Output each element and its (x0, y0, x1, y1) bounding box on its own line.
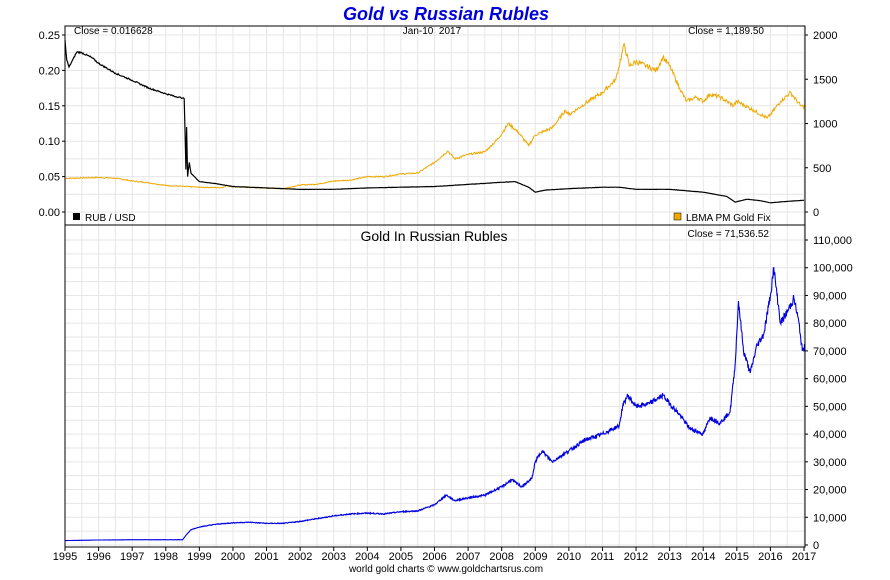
rub-close-label: Close = 0.016628 (74, 26, 153, 37)
grid-layer (64, 26, 805, 547)
lower-axis-tick-label: 100,000 (813, 263, 853, 275)
frame-layer (64, 25, 806, 548)
x-axis-tick-label: 2014 (691, 551, 715, 563)
lower-chart-title: Gold In Russian Rubles (360, 228, 507, 244)
x-axis-tick-label: 1997 (120, 551, 144, 563)
axis-layer: 0.25 0.20 0.15 0.10 0.05 0.00 2000 1500 1000 500 0… (39, 30, 853, 563)
lower-axis-tick-label: 40,000 (813, 429, 847, 441)
lines-layer (64, 39, 806, 542)
right-axis-tick-label: 1500 (813, 74, 837, 86)
left-axis-tick-label: 0.10 (39, 136, 60, 148)
gold-in-rubles-line (65, 266, 806, 542)
chart-title: Gold vs Russian Rubles (343, 4, 549, 24)
rub-legend-label: RUB / USD (85, 213, 136, 224)
x-axis-tick-label: 2010 (557, 551, 581, 563)
lower-panel-frame (64, 224, 806, 548)
right-axis-tick-label: 2000 (813, 30, 837, 42)
rub-usd-line (64, 39, 805, 204)
lower-axis-tick-label: 60,000 (813, 374, 847, 386)
right-axis-tick-label: 0 (813, 207, 819, 219)
right-axis-tick-label: 500 (813, 163, 831, 175)
left-axis-tick-label: 0.00 (39, 207, 60, 219)
x-axis-tick-label: 2017 (792, 551, 816, 563)
left-axis-tick-label: 0.05 (39, 172, 60, 184)
x-axis-tick-label: 1999 (187, 551, 211, 563)
x-axis-tick-label: 2003 (321, 551, 345, 563)
footer-credit: world gold charts © www.goldchartsrus.co… (348, 564, 543, 575)
gold-legend-swatch (673, 212, 682, 221)
x-axis-tick-label: 2000 (221, 551, 245, 563)
left-axis-tick-label: 0.15 (39, 101, 60, 113)
x-axis-tick-label: 2002 (288, 551, 312, 563)
lower-axis-tick-label: 20,000 (813, 485, 847, 497)
upper-panel-bg (65, 26, 805, 225)
gold-close-label: Close = 1,189.50 (688, 26, 764, 37)
x-axis-tick-label: 2016 (758, 551, 782, 563)
lower-axis-tick-label: 80,000 (813, 318, 847, 330)
date-label: Jan-10 2017 (403, 26, 462, 37)
x-axis-tick-label: 1996 (86, 551, 110, 563)
lower-axis-tick-label: 70,000 (813, 346, 847, 358)
gold-legend-label: LBMA PM Gold Fix (686, 213, 770, 224)
gold-price-line (65, 42, 806, 190)
lower-axis-tick-label: 30,000 (813, 457, 847, 469)
lower-axis-tick-label: 50,000 (813, 401, 847, 413)
x-axis-tick-label: 2009 (523, 551, 547, 563)
x-axis-tick-label: 2013 (657, 551, 681, 563)
x-axis-tick-label: 2007 (456, 551, 480, 563)
gold-rub-close-label: Close = 71,536.52 (688, 229, 770, 240)
rub-legend-swatch (73, 213, 80, 220)
right-axis-tick-label: 1000 (813, 119, 837, 131)
left-axis-tick-label: 0.25 (39, 30, 60, 42)
x-axis-tick-label: 2005 (389, 551, 413, 563)
x-axis-tick-label: 2008 (489, 551, 513, 563)
x-axis-tick-label: 2004 (355, 551, 379, 563)
x-axis-tick-label: 2001 (254, 551, 278, 563)
text-layer: Gold vs Russian Rubles Close = 0.016628 … (73, 4, 770, 575)
x-axis-tick-label: 2011 (591, 551, 615, 563)
x-axis-tick-label: 2012 (624, 551, 648, 563)
lower-panel-bg (65, 225, 805, 547)
x-axis-tick-label: 2015 (725, 551, 749, 563)
lower-axis-tick-label: 90,000 (813, 290, 847, 302)
left-axis-tick-label: 0.20 (39, 65, 60, 77)
x-axis-tick-label: 1998 (154, 551, 178, 563)
lower-axis-tick-label: 110,000 (813, 235, 852, 247)
lower-axis-tick-label: 0 (813, 540, 819, 552)
lower-axis-tick-label: 10,000 (813, 512, 847, 524)
x-axis-tick-label: 1995 (53, 551, 77, 563)
x-axis-tick-label: 2006 (422, 551, 446, 563)
